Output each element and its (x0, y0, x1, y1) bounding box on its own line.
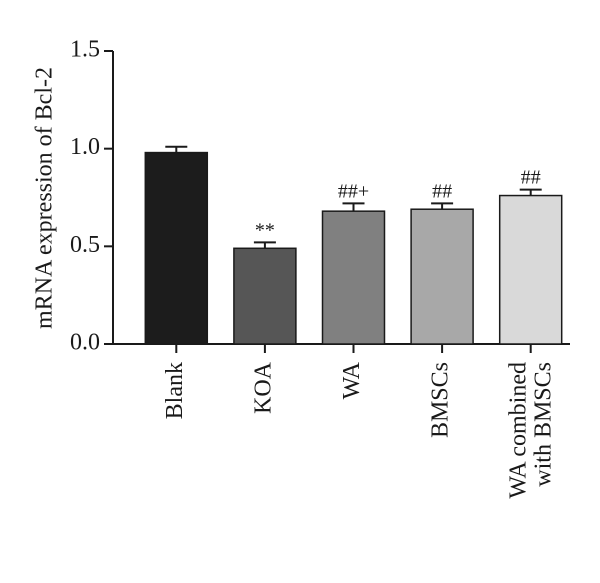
annotation: ## (521, 167, 541, 189)
y-tick-label: 1.5 (70, 37, 100, 63)
x-tick-label: WA combinedwith BMSCs (506, 362, 557, 499)
y-tick-label: 0.0 (70, 330, 100, 356)
annotation: ##+ (338, 180, 369, 202)
x-tick-label: KOA (250, 361, 276, 414)
bar (233, 247, 297, 345)
bar (498, 194, 563, 345)
y-tick-label: 0.5 (70, 232, 100, 258)
bar (410, 208, 474, 345)
annotation: ** (255, 219, 275, 241)
annotation: ## (432, 180, 452, 202)
y-tick-label: 1.0 (70, 134, 100, 160)
y-axis-label: mRNA expression of Bcl-2 (32, 67, 58, 329)
x-tick-label: BMSCs (428, 362, 454, 438)
x-tick-label: Blank (162, 362, 188, 419)
bar (144, 151, 209, 345)
x-tick-label: WA (339, 361, 365, 399)
bar (321, 210, 386, 345)
